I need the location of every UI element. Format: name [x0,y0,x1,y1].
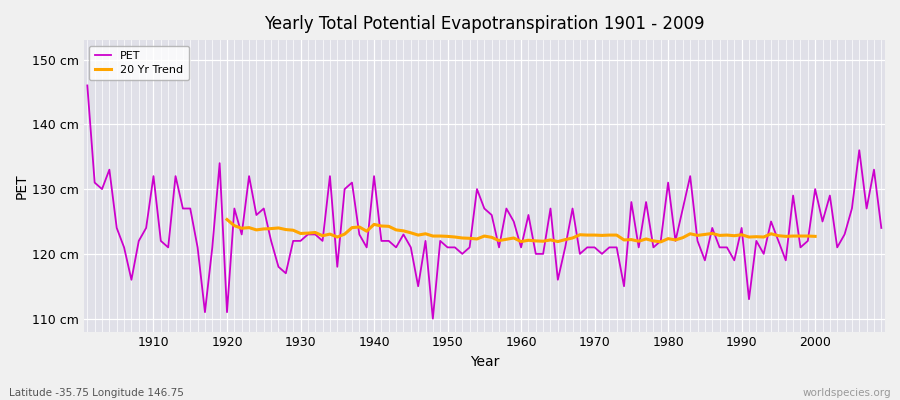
PET [516,245,526,250]
Line: 20 Yr Trend: 20 Yr Trend [227,220,815,242]
20 Yr Trend [736,232,747,237]
20 Yr Trend [655,240,666,244]
20 Yr Trend [545,238,556,242]
Text: worldspecies.org: worldspecies.org [803,388,891,398]
20 Yr Trend [810,234,821,239]
PET [346,180,357,185]
PET [140,226,151,230]
20 Yr Trend [662,236,673,241]
X-axis label: Year: Year [470,355,499,369]
20 Yr Trend [759,235,769,240]
PET [82,83,93,88]
Line: PET: PET [87,86,881,319]
20 Yr Trend [221,217,232,222]
Text: Latitude -35.75 Longitude 146.75: Latitude -35.75 Longitude 146.75 [9,388,184,398]
Title: Yearly Total Potential Evapotranspiration 1901 - 2009: Yearly Total Potential Evapotranspiratio… [264,15,705,33]
Legend: PET, 20 Yr Trend: PET, 20 Yr Trend [89,46,189,80]
PET [523,212,534,217]
PET [611,245,622,250]
20 Yr Trend [590,233,600,238]
PET [876,226,886,230]
PET [302,232,313,237]
PET [428,316,438,321]
Y-axis label: PET: PET [15,173,29,199]
20 Yr Trend [706,231,717,236]
